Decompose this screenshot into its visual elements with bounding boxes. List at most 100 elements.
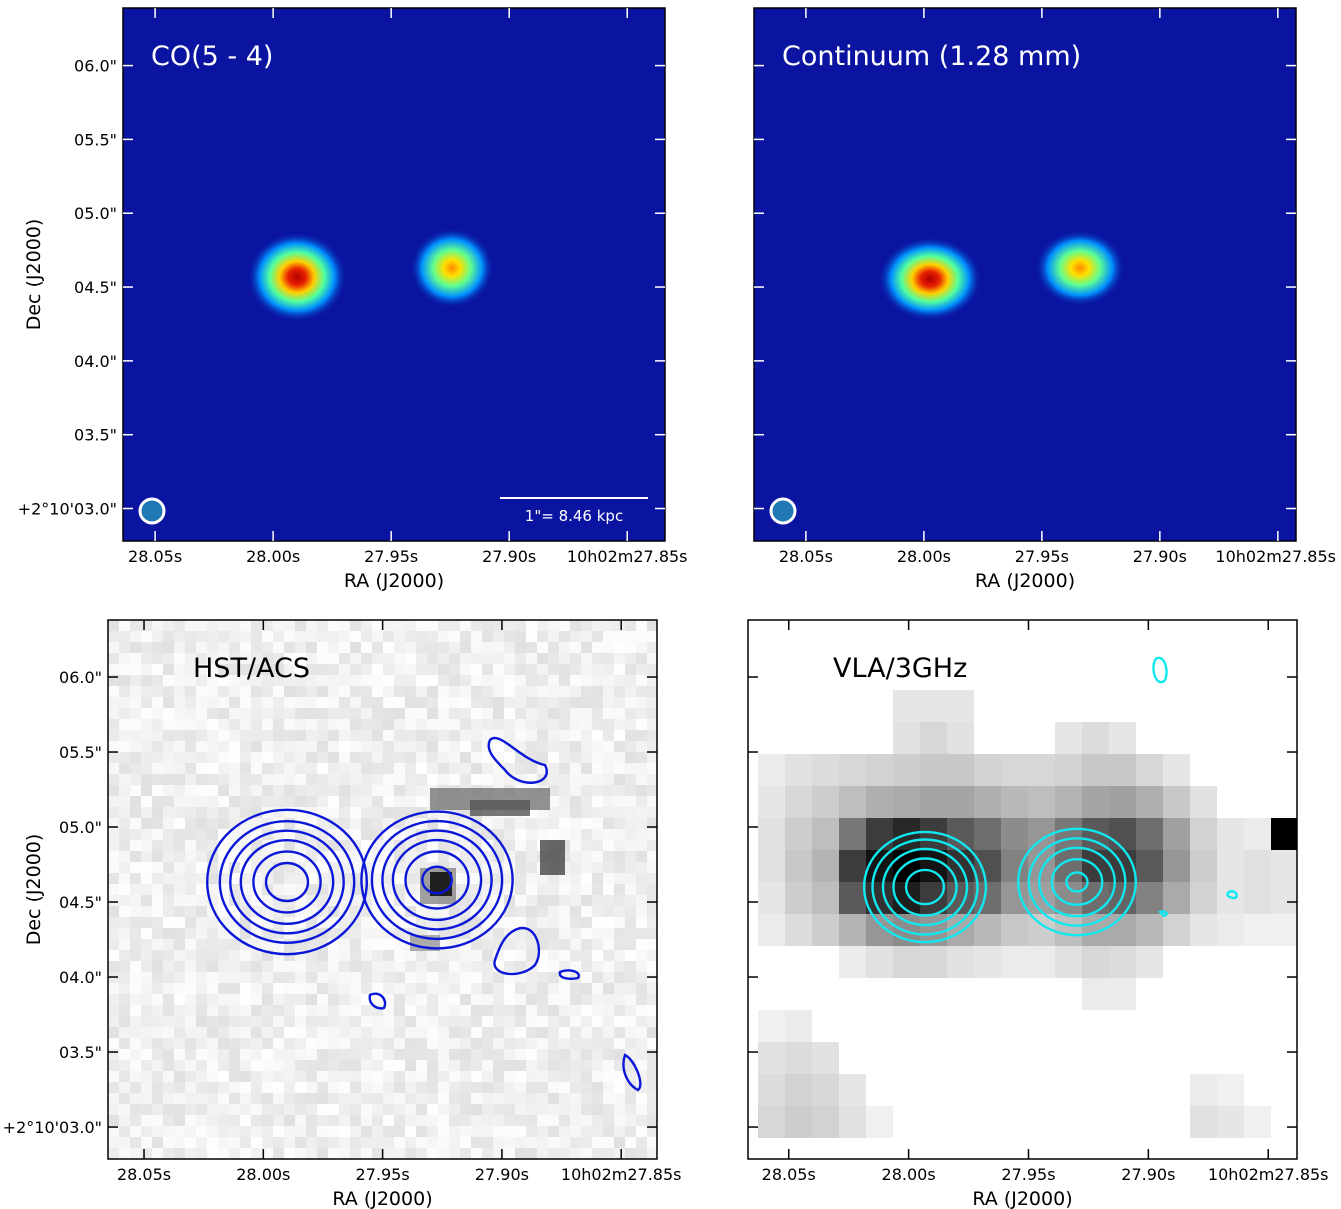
image-pixel (405, 873, 416, 884)
image-pixel (394, 1005, 405, 1016)
image-pixel (581, 653, 592, 664)
image-pixel (537, 829, 548, 840)
image-pixel (317, 1027, 328, 1038)
image-pixel (174, 708, 185, 719)
y-axis-label: Dec (J2000) (23, 219, 45, 331)
image-pixel (284, 1005, 295, 1016)
image-pixel (570, 1148, 581, 1159)
image-pixel (471, 994, 482, 1005)
image-pixel (460, 763, 471, 774)
image-pixel (130, 1082, 141, 1093)
image-pixel (625, 631, 636, 642)
image-pixel (273, 686, 284, 697)
image-pixel (526, 752, 537, 763)
image-pixel (427, 994, 438, 1005)
image-pixel (196, 719, 207, 730)
image-pixel (284, 1137, 295, 1148)
image-pixel (163, 851, 174, 862)
image-pixel (372, 873, 383, 884)
image-pixel (394, 1126, 405, 1137)
image-pixel (339, 1049, 350, 1060)
image-pixel (647, 818, 657, 829)
image-pixel (394, 906, 405, 917)
image-pixel (218, 1093, 229, 1104)
image-pixel (240, 752, 251, 763)
image-pixel (625, 763, 636, 774)
image-pixel (581, 708, 592, 719)
image-pixel (394, 719, 405, 730)
image-pixel (449, 1126, 460, 1137)
image-pixel (866, 946, 893, 978)
image-pixel (625, 1148, 636, 1159)
image-pixel (130, 1104, 141, 1115)
image-pixel (438, 851, 449, 862)
image-pixel (812, 882, 839, 914)
image-pixel (229, 818, 240, 829)
image-pixel (119, 719, 130, 730)
image-pixel (449, 1148, 460, 1159)
image-pixel (196, 994, 207, 1005)
image-pixel (449, 939, 460, 950)
image-pixel (251, 708, 262, 719)
image-pixel (548, 1038, 559, 1049)
image-pixel (141, 686, 152, 697)
image-pixel (592, 840, 603, 851)
image-pixel (548, 763, 559, 774)
image-pixel (273, 983, 284, 994)
image-pixel (548, 983, 559, 994)
image-pixel (416, 686, 427, 697)
image-pixel (141, 1060, 152, 1071)
image-pixel (328, 1027, 339, 1038)
image-pixel (383, 653, 394, 664)
image-pixel (504, 906, 515, 917)
image-pixel (581, 961, 592, 972)
image-pixel (526, 774, 537, 785)
image-pixel (647, 631, 657, 642)
image-pixel (196, 928, 207, 939)
image-pixel (251, 928, 262, 939)
image-pixel (449, 1082, 460, 1093)
image-pixel (130, 752, 141, 763)
image-pixel (405, 862, 416, 873)
image-pixel (284, 763, 295, 774)
image-pixel (592, 697, 603, 708)
image-pixel (1244, 818, 1271, 850)
image-pixel (416, 664, 427, 675)
image-pixel (130, 1027, 141, 1038)
image-pixel (416, 1082, 427, 1093)
image-pixel (460, 1060, 471, 1071)
image-pixel (262, 1082, 273, 1093)
image-pixel (614, 741, 625, 752)
image-pixel (196, 906, 207, 917)
image-pixel (229, 675, 240, 686)
image-pixel (328, 983, 339, 994)
image-pixel (493, 818, 504, 829)
image-pixel (119, 1137, 130, 1148)
image-pixel (174, 851, 185, 862)
image-pixel (603, 675, 614, 686)
y-tick-label: 04.0" (59, 968, 102, 987)
image-pixel (174, 796, 185, 807)
contour (218, 820, 356, 945)
image-pixel (383, 972, 394, 983)
image-pixel (471, 752, 482, 763)
image-pixel (372, 653, 383, 664)
image-pixel (262, 928, 273, 939)
image-pixel (119, 906, 130, 917)
image-pixel (647, 642, 657, 653)
image-pixel (603, 1126, 614, 1137)
image-pixel (141, 796, 152, 807)
image-pixel (548, 1005, 559, 1016)
image-pixel (581, 719, 592, 730)
image-pixel (350, 939, 361, 950)
image-pixel (295, 1115, 306, 1126)
image-pixel (141, 620, 152, 631)
image-pixel (306, 1093, 317, 1104)
image-pixel (647, 994, 657, 1005)
image-pixel (647, 730, 657, 741)
image-pixel (427, 774, 438, 785)
image-pixel (130, 862, 141, 873)
image-pixel (460, 1082, 471, 1093)
image-pixel (548, 950, 559, 961)
image-pixel (427, 829, 438, 840)
